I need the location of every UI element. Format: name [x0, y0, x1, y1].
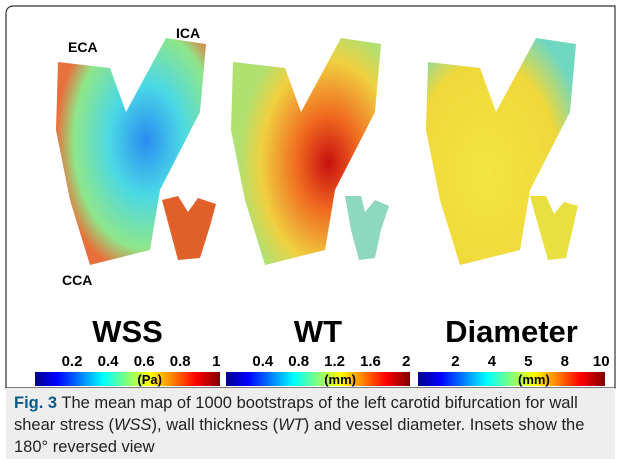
colorbar-tick-label: 0.6 — [134, 353, 155, 370]
caption: Fig. 3 The mean map of 1000 bootstraps o… — [6, 388, 615, 459]
panel-title: WSS — [92, 314, 163, 349]
colorbar-unit: (mm) — [324, 372, 356, 387]
colorbar-tick-label: 8 — [561, 353, 569, 370]
label: CCA — [62, 272, 92, 288]
colorbar-tick-label: 10 — [593, 353, 610, 370]
figure: ECA ICA CCA WSS 0.2 0.4 0.6 0.8 1 (Pa) WT 0.4 0.8… — [0, 0, 621, 459]
colorbar-unit: (Pa) — [137, 372, 162, 387]
label: ICA — [176, 25, 200, 41]
caption-text: WSS — [114, 416, 152, 434]
vessel-wt — [231, 38, 389, 265]
panel-title: WT — [294, 314, 342, 349]
label: ECA — [68, 39, 98, 55]
colorbar-tick-label: 4 — [488, 353, 497, 370]
page: {"figure":{ "labels":{"eca":"ECA","ica":… — [0, 0, 621, 459]
colorbar-unit: (mm) — [518, 372, 550, 387]
colorbar-tick-label: 1.6 — [360, 353, 381, 370]
colorbar-tick-label: 0.2 — [62, 353, 83, 370]
colorbar — [226, 372, 410, 386]
colorbar-tick-label: 5 — [524, 353, 532, 370]
vessel-wss — [56, 38, 216, 265]
colorbar-tick-label: 0.4 — [252, 353, 274, 370]
colorbar-tick-label: 1.2 — [324, 353, 345, 370]
caption-text: ), wall thickness ( — [152, 416, 279, 434]
caption-text: WT — [278, 416, 304, 434]
vessel-diameter — [426, 38, 578, 265]
colorbar — [418, 372, 605, 386]
colorbar — [35, 372, 220, 386]
colorbar-tick-label: 1 — [212, 353, 220, 370]
colorbar-tick-label: 2 — [451, 353, 459, 370]
colorbar-tick-label: 0.4 — [98, 353, 120, 370]
colorbar-tick-label: 0.8 — [288, 353, 309, 370]
colorbar-tick-label: 2 — [402, 353, 410, 370]
caption-label: Fig. 3 — [14, 394, 57, 412]
colorbar-tick-label: 0.8 — [170, 353, 191, 370]
panel-title: Diameter — [445, 314, 578, 349]
